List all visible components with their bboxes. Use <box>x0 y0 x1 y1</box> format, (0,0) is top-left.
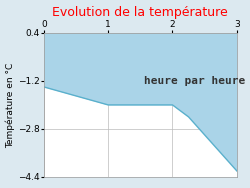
Text: heure par heure: heure par heure <box>144 76 245 86</box>
Title: Evolution de la température: Evolution de la température <box>52 6 228 19</box>
Y-axis label: Température en °C: Température en °C <box>6 62 15 148</box>
